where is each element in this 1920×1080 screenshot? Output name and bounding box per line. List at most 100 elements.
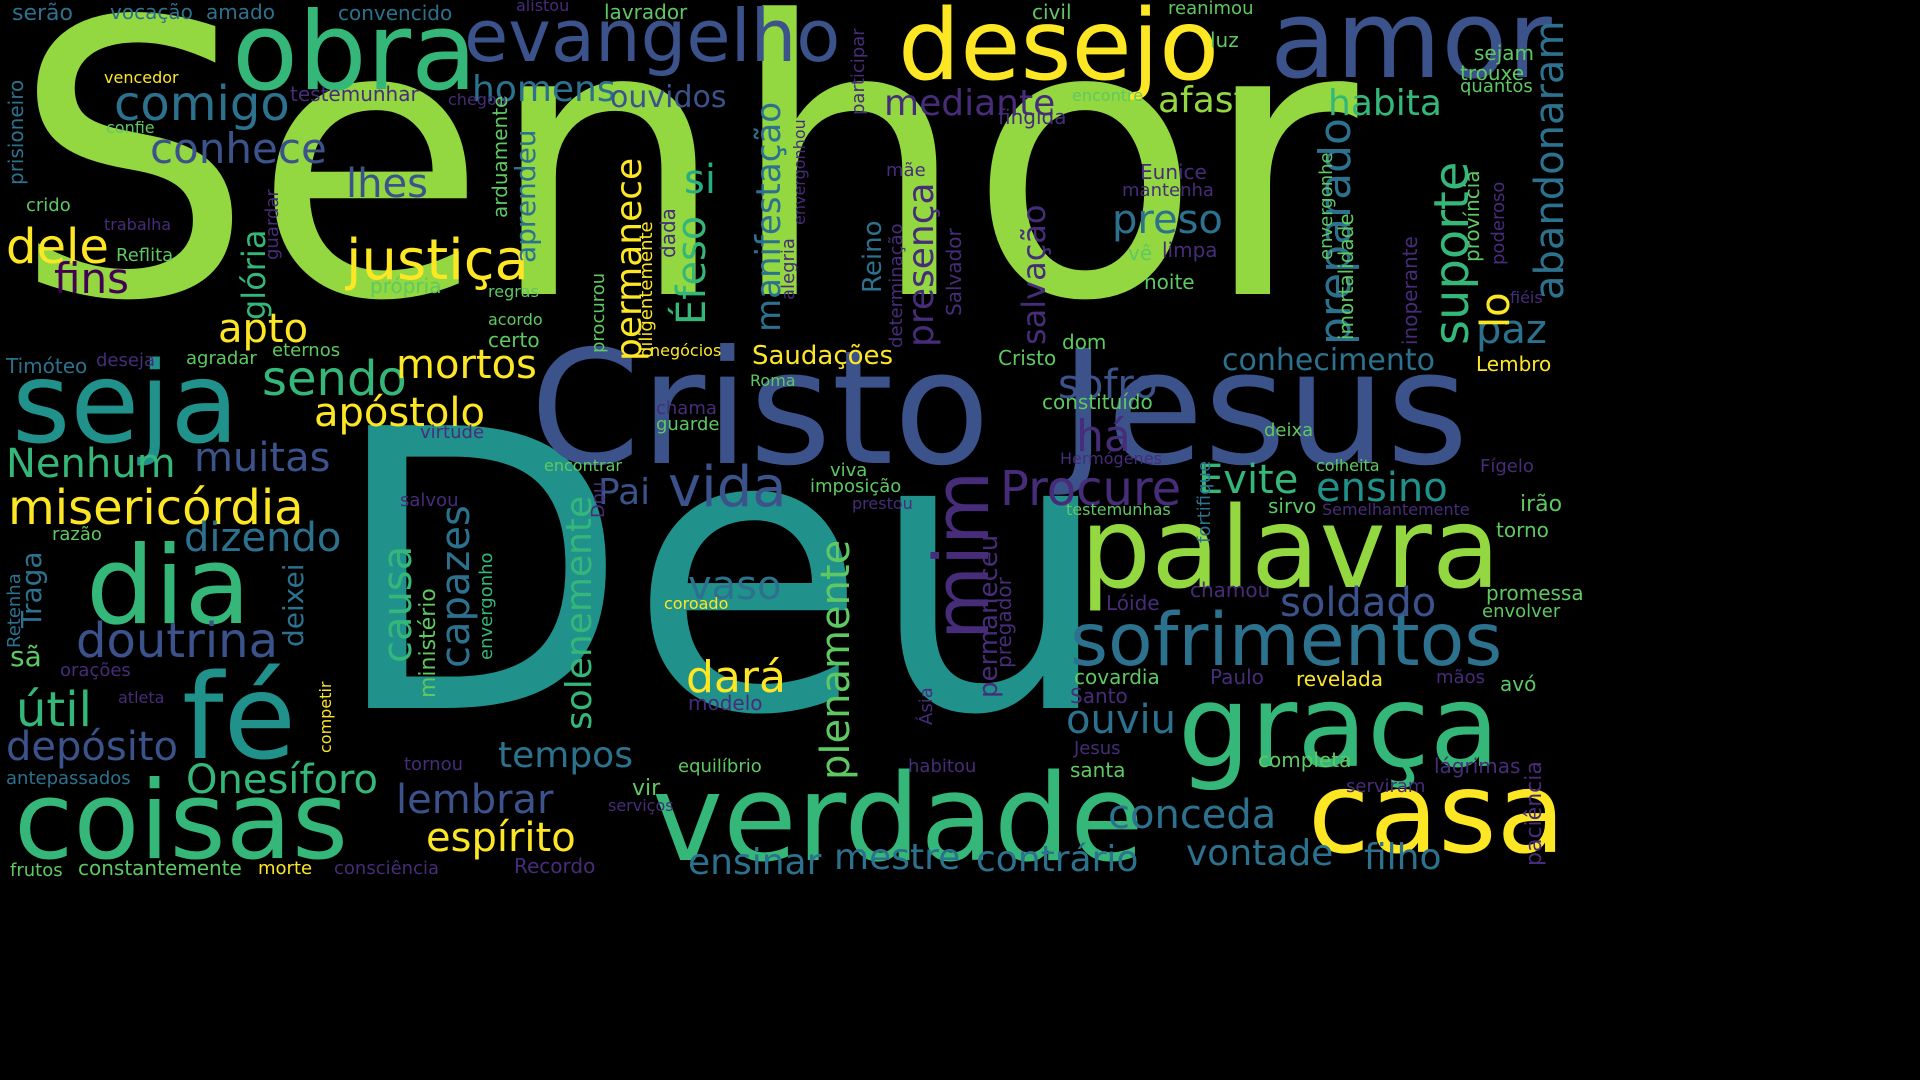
vertical-word: guardar (262, 189, 283, 260)
word: avó (1500, 672, 1537, 696)
word: fingida (998, 105, 1067, 129)
word: testemunhar (290, 82, 419, 106)
word: Nenhum (6, 441, 176, 487)
word: modelo (688, 691, 763, 715)
word: Timóteo (6, 354, 88, 378)
word: eternos (272, 340, 341, 361)
word: comigo (114, 76, 290, 132)
word: lembrar (396, 777, 554, 823)
word: reanimou (1168, 0, 1254, 19)
word: Recordo (514, 854, 596, 878)
vertical-word: abandonaram (1527, 20, 1573, 300)
vertical-word: competir (316, 681, 335, 753)
word: Roma (750, 371, 796, 390)
vertical-word: alegria (778, 238, 799, 300)
vertical-word: prisioneiro (4, 79, 28, 185)
vertical-word: Dou (588, 481, 609, 518)
word: quantos (1460, 76, 1533, 97)
vertical-word: pregador (992, 577, 1016, 668)
word: constituído (1042, 390, 1153, 414)
vertical-word: solenemente (559, 495, 600, 730)
vertical-word: província (1460, 170, 1484, 262)
vertical-word: procurou (588, 272, 609, 353)
word: vocação (110, 0, 193, 24)
word: conceda (1108, 792, 1277, 838)
word: verdade (652, 750, 1144, 889)
word: seja (12, 339, 240, 469)
vertical-word: inoperante (1398, 236, 1422, 345)
word: sofrimentos (1070, 598, 1503, 683)
word: habitou (908, 756, 977, 777)
vertical-word: Ásia (916, 687, 937, 725)
word: alistou (516, 0, 570, 15)
word: serviços (608, 796, 674, 815)
word: luz (1210, 28, 1239, 52)
word: vaso (688, 563, 782, 609)
word: torno (1496, 518, 1549, 542)
word: confie (106, 118, 155, 137)
word: revelada (1296, 667, 1383, 691)
vertical-word: capazes (433, 505, 479, 668)
word: mestre (834, 837, 961, 878)
word: imposição (810, 476, 902, 497)
word: convencido (338, 1, 453, 25)
word: dia (86, 524, 251, 649)
word: mantenha (1122, 180, 1214, 201)
word: irão (1520, 492, 1563, 517)
word: desejo (898, 0, 1220, 103)
word: homens (472, 69, 616, 110)
word: lágrimas (1434, 754, 1521, 778)
word: covardia (1074, 665, 1160, 689)
word: Senhor (12, 0, 1358, 384)
word: graça (1178, 660, 1500, 793)
vertical-word: plenamente (813, 539, 859, 780)
word: amor (1270, 0, 1552, 103)
word: Lóide (1106, 591, 1160, 615)
vertical-word: diligentemente (636, 221, 657, 358)
vertical-word: Retenha (4, 573, 25, 648)
word: agradar (186, 348, 257, 369)
word: atleta (118, 688, 165, 707)
word: útil (16, 682, 92, 738)
word: Santo (1070, 684, 1128, 708)
word: crido (26, 195, 71, 216)
word: constantemente (78, 856, 242, 880)
word: si (684, 157, 716, 203)
word: Onesíforo (186, 757, 378, 803)
word: muitas (194, 435, 331, 481)
vertical-word: envergonho (476, 552, 497, 660)
word: evangelho (464, 0, 841, 78)
word: mãos (1436, 667, 1485, 688)
word: negócios (650, 341, 722, 360)
vertical-word: causa (375, 545, 421, 663)
word: Lembro (1476, 352, 1552, 376)
word: testemunhas (1066, 500, 1171, 519)
vertical-word: Reino (858, 220, 888, 293)
word: amado (206, 0, 275, 24)
word: misericórdia (8, 480, 304, 536)
word: serviram (1346, 776, 1426, 797)
word: Eunice (1140, 160, 1207, 184)
word: fé (182, 648, 297, 786)
word: contrário (976, 839, 1139, 880)
word: trouxe (1460, 61, 1525, 85)
word: própria (370, 274, 442, 298)
vertical-word: salvação (1015, 204, 1053, 346)
word: Procure (1000, 461, 1182, 517)
vertical-word: dada (656, 208, 680, 258)
word: tempos (498, 735, 633, 776)
word: prestou (852, 494, 913, 513)
word: Reflita (116, 245, 174, 266)
vertical-word: imortalidade (1334, 213, 1358, 340)
word: conhece (150, 124, 327, 173)
word: chamou (1190, 578, 1271, 602)
word: acordo (488, 310, 543, 329)
word: sofro (1058, 362, 1158, 408)
vertical-word: envergonhou (790, 119, 809, 225)
word: Hermógenes (1060, 449, 1162, 468)
word: coisas (14, 759, 349, 884)
word: encontrar (544, 456, 622, 475)
word: Cristo (530, 317, 991, 501)
word: fins (54, 254, 129, 303)
word: Jesus (1060, 317, 1469, 501)
